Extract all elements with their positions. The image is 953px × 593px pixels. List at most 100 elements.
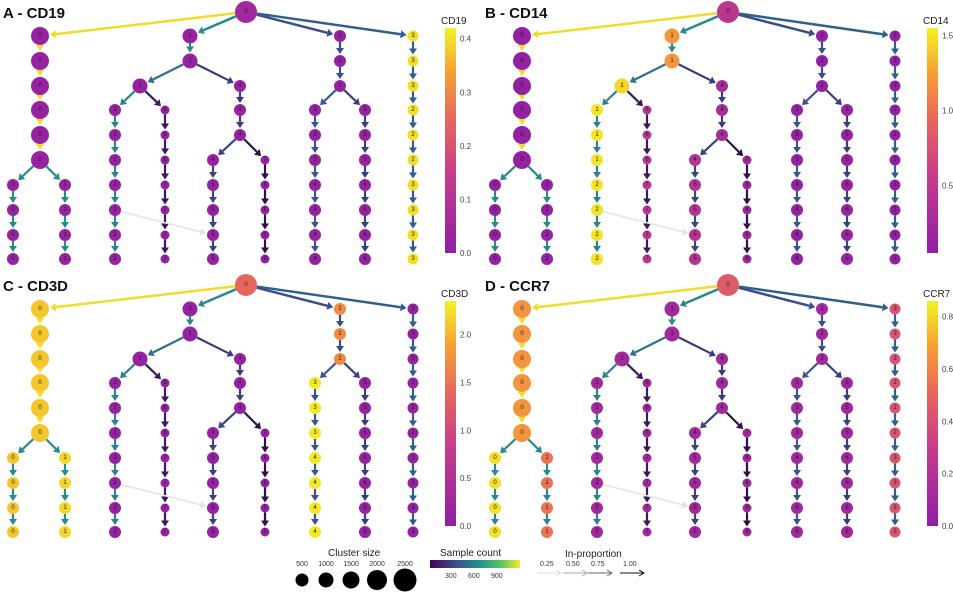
cluster-node: 6 (841, 229, 853, 241)
cluster-node: 1 (591, 104, 603, 116)
cluster-node-label: 0 (11, 529, 15, 535)
cluster-node: 1 (614, 351, 630, 367)
cluster-node-label: 0 (493, 455, 497, 461)
cluster-node: 5 (689, 229, 701, 241)
panel-title: D - CCR7 (485, 278, 550, 295)
cluster-node: 0 (31, 77, 49, 95)
edge-arrow (891, 314, 899, 328)
edge-arrow (531, 12, 718, 39)
edge-arrow (45, 438, 61, 454)
cluster-node-label: 1 (138, 356, 142, 362)
colorbar-tick: 1.0 (460, 426, 472, 435)
colorbar-tick: 0.0 (942, 522, 953, 531)
cluster-node: 4 (234, 353, 246, 365)
cluster-node: 2 (889, 402, 901, 414)
cluster-node-label: 5 (211, 256, 215, 262)
edge-arrow (361, 489, 369, 501)
cluster-node: 2 (407, 104, 419, 116)
colorbar-tick: 0.0 (460, 249, 472, 258)
cluster-node-label: 2 (820, 33, 824, 39)
edge-arrow (891, 388, 899, 402)
edge-arrow (311, 439, 319, 451)
cluster-node-label: 1 (63, 529, 67, 535)
edge-arrow (891, 91, 899, 104)
cluster-node: 1 (541, 179, 553, 191)
edge-arrow (409, 413, 417, 427)
cluster-node-label: 2 (595, 232, 599, 238)
cluster-node: 0 (489, 452, 501, 464)
cluster-node: 5 (207, 253, 219, 265)
cluster-node-label: 1 (63, 207, 67, 213)
cluster-node-label: 1 (595, 157, 599, 163)
cluster-node: 1 (59, 253, 71, 265)
cluster-node: 8 (260, 180, 270, 190)
edge-arrow (678, 63, 716, 84)
edge-arrow (261, 487, 269, 503)
cluster-node-label: 6 (645, 380, 649, 386)
cluster-node: 2 (334, 303, 346, 315)
edge-arrow (36, 318, 44, 324)
edge-arrow (793, 514, 801, 525)
cluster-node: 1 (59, 477, 71, 489)
cluster-node: 4 (791, 452, 803, 464)
cluster-node-label: 0 (520, 58, 524, 64)
cluster-node-label: 8 (745, 207, 749, 213)
cluster-node-label: 4 (720, 380, 724, 386)
edge-arrow (743, 437, 751, 453)
cluster-node: 2 (889, 427, 901, 439)
cluster-node-label: 4 (313, 455, 317, 461)
edge-arrow (518, 70, 526, 76)
edge-arrow (409, 215, 417, 229)
edge-arrow (111, 116, 119, 128)
edge-arrow (111, 141, 119, 153)
edge-arrow (147, 336, 184, 357)
edge-arrow (593, 514, 601, 525)
cluster-node: 2 (109, 502, 121, 514)
cluster-node: 4 (716, 353, 728, 365)
cluster-node: 2 (591, 477, 603, 489)
sample-count-tick: 900 (491, 573, 503, 580)
cluster-node-label: 1 (595, 405, 599, 411)
cluster-node-label: 0 (493, 207, 497, 213)
cluster-node: 0 (513, 52, 531, 70)
edge-arrow (256, 285, 407, 312)
edge-arrow (196, 336, 234, 357)
cluster-node-label: 0 (38, 356, 42, 362)
cluster-node-label: 5 (211, 480, 215, 486)
cluster-node-label: 5 (693, 505, 697, 511)
cluster-node: 2 (889, 377, 901, 389)
nodes: 0 0 1 2 3 0 1 2 3 0 1 4 2 3 0 1 6 4 3 5 2 0 1 6 4 3 5 2 0 1 6 4 7 3 5 2 0 1 2 7… (7, 1, 419, 265)
cluster-node-label: 0 (11, 256, 15, 262)
expression-colorbar: CD19 0.0 0.1 0.2 0.3 0.4 (441, 16, 472, 258)
cluster-node-label: 2 (820, 306, 824, 312)
cluster-node: 7 (260, 155, 270, 165)
edge-arrow (361, 141, 369, 153)
cluster-node-label: 3 (893, 331, 897, 337)
cluster-node-label: 8 (263, 182, 267, 188)
cluster-node: 0 (31, 27, 49, 45)
cluster-node: 0 (7, 452, 19, 464)
cluster-node: 4 (716, 377, 728, 389)
edge-arrow (700, 411, 719, 429)
cluster-node-label: 3 (313, 157, 317, 163)
edge-arrow (361, 216, 369, 228)
cluster-node: 4 (791, 477, 803, 489)
edge-arrow (336, 67, 344, 79)
edge-arrow (891, 463, 899, 477)
cluster-node: 7 (642, 527, 652, 537)
cluster-node-label: 1 (63, 182, 67, 188)
cluster-node: 1 (182, 326, 198, 342)
cluster-node-label: 5 (363, 157, 367, 163)
cluster-node: 3 (309, 427, 321, 439)
cluster-node: 2 (816, 328, 828, 340)
cluster-node: 3 (889, 80, 901, 92)
cluster-node-label: 1 (113, 107, 117, 113)
cluster-node-label: 3 (893, 256, 897, 262)
cluster-node: 5 (689, 502, 701, 514)
cluster-node: 3 (309, 377, 321, 389)
cluster-node-label: 2 (411, 157, 415, 163)
cluster-node: 0 (7, 526, 19, 538)
cluster-node-label: 1 (188, 58, 192, 64)
cluster-node-label: 4 (313, 505, 317, 511)
